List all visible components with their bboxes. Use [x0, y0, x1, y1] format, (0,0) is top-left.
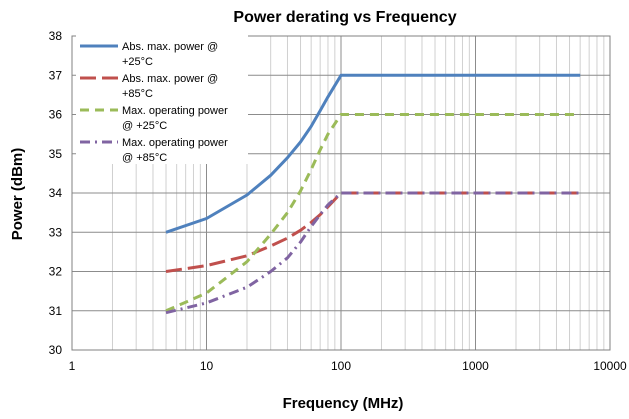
y-tick-label: 35	[49, 147, 63, 161]
legend-label: @ +85°C	[122, 152, 167, 164]
plot-area-border	[71, 35, 611, 351]
legend-label: Abs. max. power @	[122, 73, 218, 85]
legend-label: Max. operating power	[122, 105, 228, 117]
series-line-3	[165, 113, 581, 313]
legend-label: @ +25°C	[122, 120, 167, 132]
y-tick-label: 32	[49, 265, 63, 279]
x-axis-label: Frequency (MHz)	[283, 395, 404, 412]
x-tick-label: 100	[331, 359, 351, 373]
series-line-2	[165, 191, 581, 273]
y-axis-label: Power (dBm)	[9, 148, 26, 241]
x-tick-label: 1000	[462, 359, 489, 373]
y-tick-label: 37	[49, 68, 63, 82]
x-tick-label: 10000	[593, 359, 627, 373]
y-tick-label: 30	[49, 343, 63, 357]
x-tick-label: 10	[200, 359, 214, 373]
axes: 1 10 100 1000 10000 30 31 32 33 34 35 36 37 38	[49, 29, 627, 373]
y-tick-label: 31	[49, 304, 63, 318]
series-line-1	[165, 73, 581, 234]
legend: Abs. max. power @ +25°C Abs. max. power @ +…	[76, 34, 248, 164]
y-tick-label: 34	[49, 186, 63, 200]
y-tick-label: 36	[49, 108, 63, 122]
y-tick-label: 33	[49, 225, 63, 239]
legend-label: +25°C	[122, 56, 153, 68]
x-tick-label: 1	[69, 359, 76, 373]
legend-label: Max. operating power	[122, 137, 228, 149]
legend-label: Abs. max. power @	[122, 41, 218, 53]
series-line-4	[165, 191, 581, 315]
chart-title: Power derating vs Frequency	[233, 9, 456, 26]
y-tick-label: 38	[49, 29, 63, 43]
legend-label: +85°C	[122, 88, 153, 100]
series-lines	[165, 73, 581, 315]
